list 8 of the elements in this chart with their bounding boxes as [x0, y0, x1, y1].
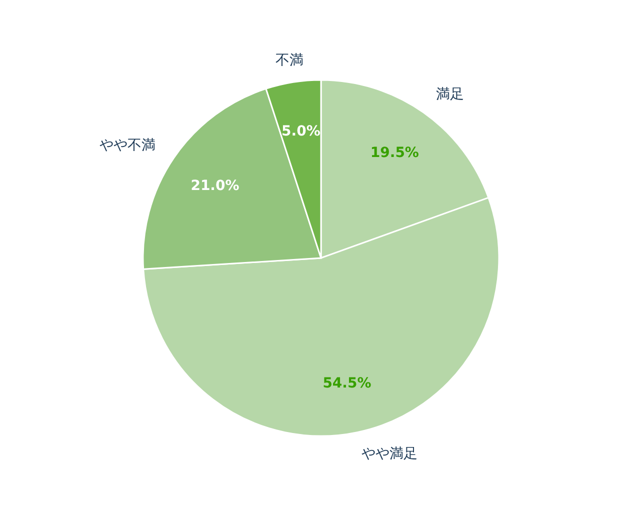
data-label: 5.0% [282, 123, 320, 140]
data-label: 21.0% [190, 178, 240, 194]
data-label: 54.5% [322, 375, 372, 392]
slice-label: 不満 [276, 52, 304, 68]
slice-label: やや不満 [100, 138, 156, 154]
slice-label: やや満足 [362, 446, 418, 462]
data-label: 19.5% [370, 145, 419, 162]
slice-label: 満足 [436, 86, 464, 102]
